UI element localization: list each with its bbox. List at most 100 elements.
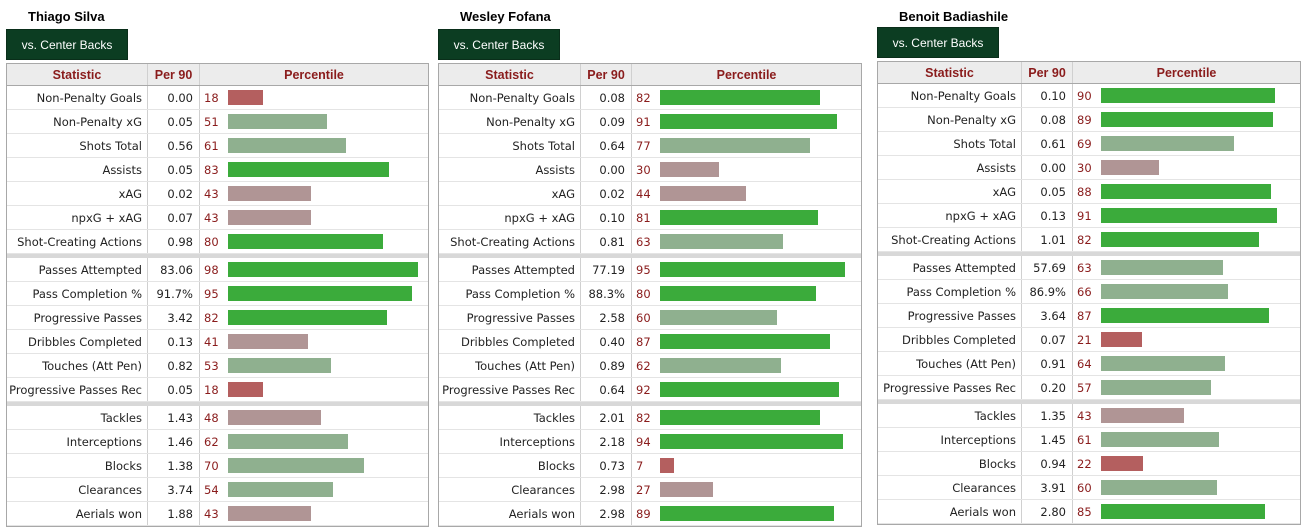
percentile-value: 95 — [204, 286, 219, 301]
percentile-value: 48 — [204, 410, 219, 425]
percentile-cell: 30 — [1073, 156, 1300, 179]
stat-label: Clearances — [439, 478, 581, 501]
per90-value: 0.91 — [1022, 352, 1073, 375]
percentile-cell: 89 — [1073, 108, 1300, 131]
percentile-bar — [660, 434, 843, 449]
stat-label: Aerials won — [7, 502, 148, 525]
tab-vs-center-backs[interactable]: vs. Center Backs — [6, 29, 128, 60]
table-row: Shots Total 0.64 77 — [439, 134, 861, 158]
table-row: Aerials won 2.98 89 — [439, 502, 861, 526]
stat-label: Progressive Passes Rec — [878, 376, 1022, 399]
stat-label: Dribbles Completed — [878, 328, 1022, 351]
column-header-percentile[interactable]: Percentile — [716, 67, 777, 82]
table-row: Dribbles Completed 0.40 87 — [439, 330, 861, 354]
percentile-cell: 82 — [200, 306, 428, 329]
percentile-cell: 61 — [1073, 428, 1300, 451]
percentile-value: 77 — [636, 138, 651, 153]
percentile-value: 82 — [636, 90, 651, 105]
stat-label: Non-Penalty Goals — [439, 86, 581, 109]
table-row: Tackles 1.43 48 — [7, 406, 428, 430]
per90-value: 77.19 — [581, 258, 632, 281]
table-row: Pass Completion % 91.7% 95 — [7, 282, 428, 306]
percentile-bar — [228, 410, 321, 425]
group-divider — [878, 252, 1300, 256]
percentile-bar — [660, 162, 719, 177]
percentile-value: 61 — [1077, 432, 1092, 447]
stat-label: Non-Penalty xG — [878, 108, 1022, 131]
per90-value: 0.20 — [1022, 376, 1073, 399]
per90-value: 3.74 — [148, 478, 200, 501]
stat-label: Tackles — [878, 404, 1022, 427]
percentile-bar — [1101, 88, 1275, 103]
per90-value: 0.81 — [581, 230, 632, 253]
table-row: Progressive Passes Rec 0.64 92 — [439, 378, 861, 402]
percentile-value: 53 — [204, 358, 219, 373]
percentile-cell: 22 — [1073, 452, 1300, 475]
table-row: Tackles 1.35 43 — [878, 404, 1300, 428]
stat-label: Pass Completion % — [439, 282, 581, 305]
table-header: Statistic Per 90 Percentile — [878, 62, 1300, 84]
column-header-statistic[interactable]: Statistic — [878, 62, 1022, 83]
percentile-value: 70 — [204, 458, 219, 473]
percentile-cell: 63 — [632, 230, 861, 253]
per90-value: 3.64 — [1022, 304, 1073, 327]
per90-value: 0.09 — [581, 110, 632, 133]
per90-value: 0.40 — [581, 330, 632, 353]
column-header-per90[interactable]: Per 90 — [1022, 62, 1073, 83]
percentile-cell: 7 — [632, 454, 861, 477]
percentile-bar — [228, 310, 387, 325]
percentile-value: 82 — [204, 310, 219, 325]
percentile-bar — [1101, 380, 1211, 395]
percentile-value: 87 — [636, 334, 651, 349]
table-row: xAG 0.02 43 — [7, 182, 428, 206]
column-header-statistic[interactable]: Statistic — [7, 64, 148, 85]
group-divider — [439, 402, 861, 406]
percentile-cell: 87 — [1073, 304, 1300, 327]
percentile-value: 22 — [1077, 456, 1092, 471]
percentile-value: 95 — [636, 262, 651, 277]
stat-label: Blocks — [439, 454, 581, 477]
percentile-bar — [660, 286, 816, 301]
table-row: Non-Penalty xG 0.05 51 — [7, 110, 428, 134]
per90-value: 2.01 — [581, 406, 632, 429]
percentile-bar — [660, 382, 839, 397]
table-row: xAG 0.05 88 — [878, 180, 1300, 204]
column-header-per90[interactable]: Per 90 — [148, 64, 200, 85]
percentile-bar — [660, 506, 834, 521]
column-header-per90[interactable]: Per 90 — [581, 64, 632, 85]
percentile-value: 83 — [204, 162, 219, 177]
percentile-bar — [1101, 136, 1234, 151]
per90-value: 0.05 — [148, 110, 200, 133]
stat-label: Pass Completion % — [7, 282, 148, 305]
percentile-value: 66 — [1077, 284, 1092, 299]
stat-label: Aerials won — [439, 502, 581, 525]
column-header-percentile[interactable]: Percentile — [1156, 65, 1217, 80]
percentile-cell: 43 — [1073, 404, 1300, 427]
table-row: Non-Penalty Goals 0.00 18 — [7, 86, 428, 110]
stat-label: Progressive Passes Rec — [439, 378, 581, 401]
percentile-cell: 82 — [632, 86, 861, 109]
percentile-cell: 80 — [200, 230, 428, 253]
tab-vs-center-backs[interactable]: vs. Center Backs — [438, 29, 560, 60]
percentile-value: 90 — [1077, 88, 1092, 103]
table-row: Shots Total 0.56 61 — [7, 134, 428, 158]
tab-vs-center-backs[interactable]: vs. Center Backs — [877, 27, 999, 58]
per90-value: 1.35 — [1022, 404, 1073, 427]
percentile-value: 43 — [204, 210, 219, 225]
table-row: Clearances 3.74 54 — [7, 478, 428, 502]
percentile-cell: 88 — [1073, 180, 1300, 203]
stat-label: Touches (Att Pen) — [878, 352, 1022, 375]
percentile-cell: 21 — [1073, 328, 1300, 351]
percentile-cell: 62 — [200, 430, 428, 453]
table-row: Passes Attempted 57.69 63 — [878, 256, 1300, 280]
percentile-cell: 89 — [632, 502, 861, 525]
column-header-statistic[interactable]: Statistic — [439, 64, 581, 85]
stat-label: xAG — [878, 180, 1022, 203]
percentile-cell: 60 — [1073, 476, 1300, 499]
percentile-cell: 90 — [1073, 84, 1300, 107]
percentile-bar — [228, 138, 346, 153]
player-name: Thiago Silva — [28, 9, 105, 24]
stat-label: Touches (Att Pen) — [7, 354, 148, 377]
stat-label: Shots Total — [878, 132, 1022, 155]
column-header-percentile[interactable]: Percentile — [284, 67, 344, 82]
